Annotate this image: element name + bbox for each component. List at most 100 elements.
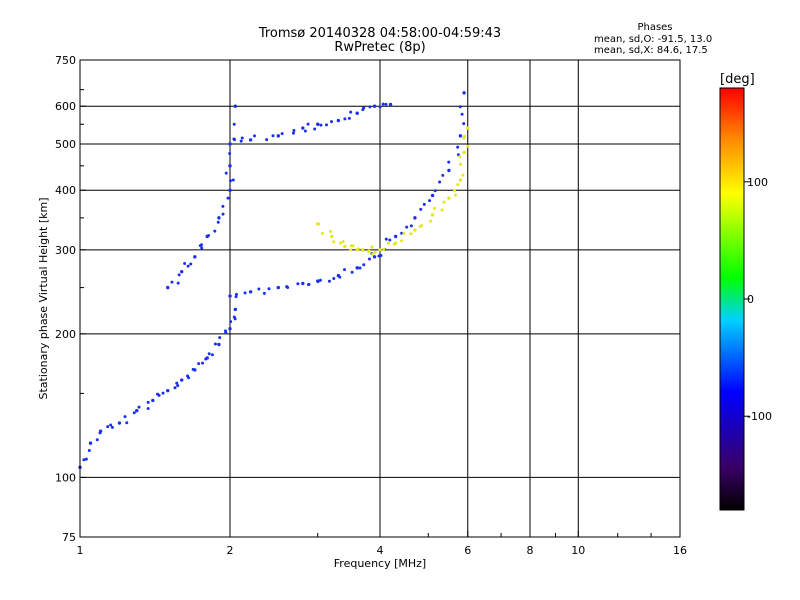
data-point	[358, 266, 362, 270]
data-point	[402, 231, 406, 235]
data-point	[460, 112, 464, 116]
data-point	[216, 220, 220, 224]
data-point	[381, 102, 385, 106]
data-point	[229, 320, 233, 324]
data-point	[210, 353, 214, 357]
data-point	[371, 252, 375, 256]
x-tick-label: 1	[77, 544, 84, 557]
data-point	[301, 126, 305, 130]
data-point	[267, 287, 271, 291]
data-point	[368, 105, 372, 109]
data-point	[372, 255, 377, 259]
data-point	[232, 315, 236, 319]
x-tick-label: 10	[571, 544, 585, 557]
data-point	[228, 152, 232, 156]
data-point	[166, 285, 170, 290]
data-point	[84, 457, 88, 461]
data-point	[117, 421, 122, 425]
data-point	[393, 234, 398, 239]
data-point	[409, 224, 413, 228]
data-point	[442, 200, 446, 204]
data-point	[456, 183, 460, 187]
data-point	[291, 131, 295, 135]
x-tick-label: 4	[377, 544, 384, 557]
data-point	[233, 307, 238, 312]
data-point	[349, 244, 353, 248]
data-point	[98, 429, 103, 433]
data-point	[388, 238, 392, 242]
data-point	[343, 117, 347, 121]
phases-x-stats: mean, sd,X: 84.6, 17.5	[594, 45, 708, 56]
data-point	[132, 411, 136, 415]
y-tick-label: 200	[55, 328, 76, 341]
data-point	[382, 247, 386, 251]
data-point	[186, 264, 190, 268]
data-point	[438, 180, 442, 184]
data-point	[307, 283, 311, 287]
data-point	[458, 155, 462, 159]
chart-title: Tromsø 20140328 04:58:00-04:59:43	[258, 26, 502, 41]
data-point	[243, 291, 247, 295]
data-point	[440, 208, 444, 212]
data-point	[386, 241, 390, 245]
data-point	[413, 228, 417, 232]
data-point	[176, 281, 180, 285]
y-tick-label: 600	[55, 100, 76, 113]
data-point	[206, 233, 210, 237]
data-point	[433, 206, 437, 210]
data-point	[341, 239, 345, 243]
data-point	[265, 138, 269, 142]
data-point	[356, 247, 360, 251]
data-point	[379, 254, 383, 258]
data-point	[280, 132, 284, 136]
data-point	[458, 134, 463, 138]
data-point	[378, 248, 382, 252]
y-axis-label: Stationary phase Virtual Height [km]	[37, 197, 50, 399]
data-point	[350, 270, 354, 274]
data-point	[462, 122, 466, 126]
data-point	[355, 111, 359, 115]
data-point	[166, 388, 170, 393]
data-point	[183, 261, 187, 265]
data-point	[329, 229, 333, 233]
data-point	[430, 193, 435, 198]
data-point	[292, 128, 296, 132]
data-point	[233, 104, 238, 108]
data-point	[342, 268, 346, 272]
data-point	[232, 122, 236, 126]
colorbar: [deg] 100 0 -100	[719, 72, 772, 511]
data-point	[306, 122, 310, 126]
data-point	[361, 108, 365, 112]
data-point	[321, 231, 325, 235]
x-tick-label: 2	[227, 544, 234, 557]
data-point	[378, 105, 382, 109]
chart-subtitle: RwPretec (8p)	[334, 40, 426, 55]
colorbar-label: [deg]	[720, 72, 755, 87]
data-point	[151, 398, 155, 403]
data-point	[82, 458, 86, 462]
data-point	[248, 138, 253, 142]
data-points	[78, 91, 470, 469]
data-point	[271, 134, 275, 138]
data-point	[336, 118, 341, 123]
x-axis-label: Frequency [MHz]	[334, 557, 426, 570]
data-point	[338, 241, 342, 245]
data-point	[125, 421, 129, 425]
y-tick-label: 75	[62, 531, 76, 544]
data-point	[137, 405, 141, 409]
data-point	[110, 425, 114, 429]
y-tick-label: 500	[55, 138, 76, 151]
data-point	[285, 285, 289, 289]
data-point	[146, 407, 150, 411]
colorbar-tick-label: 100	[747, 176, 768, 189]
x-tick-label: 16	[673, 544, 687, 557]
data-point	[201, 361, 205, 365]
data-point	[332, 240, 336, 244]
data-point	[349, 248, 353, 252]
data-point	[447, 196, 451, 200]
data-point	[317, 222, 321, 226]
data-point	[199, 243, 203, 247]
axes-layer: 1 2 4 6 8 10 16 75 100 200 300 400 500 600 750 Frequenc…	[37, 54, 687, 570]
data-point	[248, 290, 253, 294]
data-point	[207, 352, 211, 356]
